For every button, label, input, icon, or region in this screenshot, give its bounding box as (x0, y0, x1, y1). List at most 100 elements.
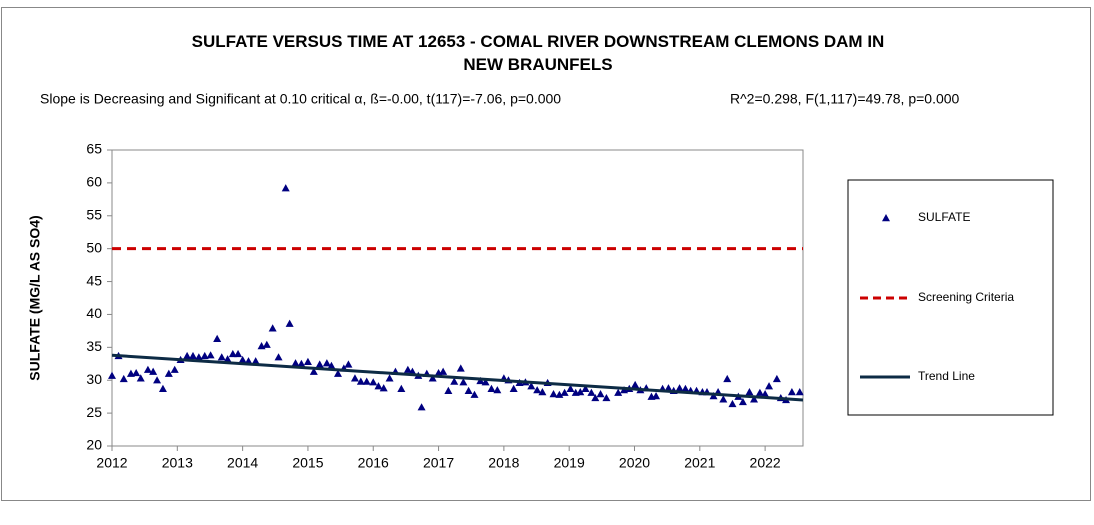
data-point (576, 388, 585, 396)
data-point (268, 324, 277, 332)
subtitle-right: R^2=0.298, F(1,117)=49.78, p=0.000 (730, 91, 960, 107)
x-tick-label: 2021 (684, 455, 715, 471)
y-tick-label: 60 (86, 174, 102, 190)
data-point (631, 380, 640, 389)
y-tick-label: 50 (86, 239, 102, 255)
legend-label: SULFATE (918, 210, 970, 224)
data-point (274, 353, 283, 361)
data-point (344, 360, 353, 368)
data-point (149, 367, 158, 375)
y-tick-label: 35 (86, 338, 102, 354)
legend-label: Screening Criteria (918, 290, 1014, 304)
trend-line (111, 353, 804, 402)
data-point (206, 351, 215, 359)
data-point (555, 390, 564, 398)
data-point (745, 388, 754, 396)
data-point (723, 374, 732, 383)
data-point (761, 390, 770, 398)
data-point (309, 367, 318, 375)
data-point (591, 393, 600, 402)
data-point (194, 353, 203, 361)
data-point (675, 384, 684, 392)
data-point (587, 388, 596, 396)
y-tick-label: 30 (86, 371, 102, 387)
x-tick-label: 2016 (358, 455, 389, 471)
legend-marker (882, 214, 890, 222)
data-point (262, 340, 271, 348)
data-point (350, 374, 359, 382)
data-point (132, 368, 141, 377)
data-point (596, 390, 605, 398)
y-tick-label: 25 (86, 404, 102, 420)
data-point (397, 384, 406, 392)
data-point (439, 367, 448, 375)
data-point (108, 371, 116, 379)
chart-title: SULFATE VERSUS TIME AT 12653 - COMAL RIV… (192, 32, 885, 74)
data-point (315, 360, 324, 368)
data-point (228, 349, 237, 358)
data-point (765, 382, 774, 390)
data-point (538, 388, 547, 396)
x-tick-label: 2013 (162, 455, 193, 471)
data-point (136, 374, 145, 382)
data-point (379, 384, 388, 392)
data-point (333, 369, 342, 377)
data-point (158, 384, 167, 392)
data-point (428, 374, 437, 382)
data-point (755, 388, 764, 396)
data-point (356, 377, 365, 385)
data-point (444, 386, 453, 394)
data-point (566, 384, 575, 392)
data-point (291, 359, 300, 367)
data-point (602, 393, 611, 402)
data-point (533, 386, 542, 394)
data-point (170, 365, 179, 373)
data-point (719, 395, 728, 403)
data-point (213, 334, 222, 342)
data-point (738, 397, 747, 406)
x-tick-label: 2014 (227, 455, 258, 471)
data-point (119, 374, 128, 383)
data-point (281, 184, 290, 192)
data-point (549, 390, 558, 398)
data-point (153, 376, 162, 384)
x-tick-label: 2020 (619, 455, 650, 471)
data-point (450, 377, 459, 385)
data-point (143, 365, 152, 373)
data-point (456, 364, 465, 372)
plot-area (111, 149, 804, 447)
x-tick-label: 2012 (96, 455, 127, 471)
y-tick-label: 20 (86, 437, 102, 453)
x-tick-label: 2015 (292, 455, 323, 471)
data-point (188, 351, 197, 360)
x-tick-label: 2019 (554, 455, 585, 471)
x-tick-label: 2022 (750, 455, 781, 471)
data-point (509, 384, 518, 392)
subtitle-left: Slope is Decreasing and Significant at 0… (40, 91, 561, 107)
data-point (487, 384, 496, 392)
data-point (560, 388, 569, 396)
data-point (385, 374, 394, 382)
data-point (728, 399, 737, 408)
data-point (322, 359, 331, 367)
data-point (183, 351, 192, 360)
data-point (285, 319, 294, 327)
data-point (481, 378, 490, 386)
data-point (470, 390, 479, 398)
data-point (200, 351, 209, 360)
data-point (238, 355, 247, 364)
data-point (297, 359, 306, 367)
data-point (417, 403, 426, 411)
legend-label: Trend Line (918, 369, 975, 383)
data-point (374, 382, 383, 390)
data-point (681, 384, 690, 392)
data-point (303, 357, 312, 366)
data-point (493, 386, 502, 394)
data-point (234, 349, 243, 358)
data-point (772, 374, 781, 383)
data-point (217, 353, 226, 361)
x-tick-label: 2018 (488, 455, 519, 471)
data-point (787, 388, 796, 396)
data-point (403, 365, 412, 373)
